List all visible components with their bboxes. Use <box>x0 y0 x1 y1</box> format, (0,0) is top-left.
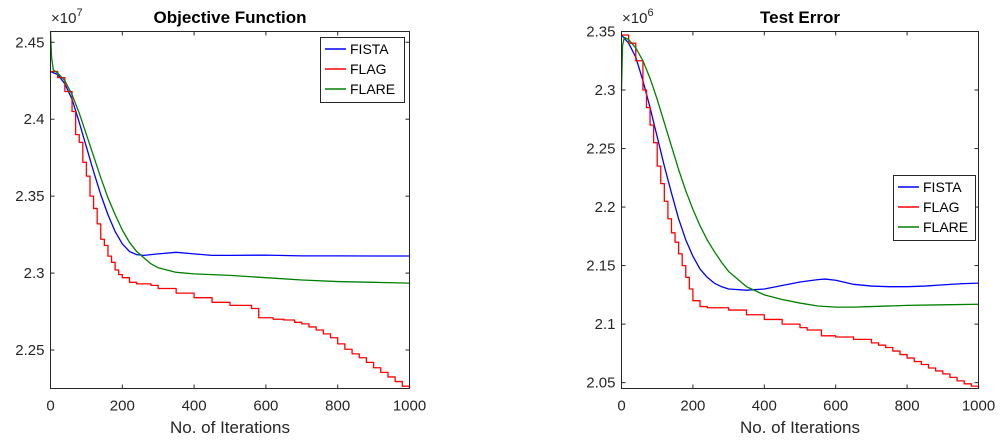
y-exponent-label: ×106 <box>622 7 654 27</box>
legend-label-flare: FLARE <box>350 81 395 97</box>
legend-label-flag: FLAG <box>923 199 960 215</box>
legend-label-fista: FISTA <box>923 179 962 195</box>
x-axis-label: No. of Iterations <box>170 418 290 437</box>
y-tick-label: 2.1 <box>595 316 616 333</box>
y-tick-label: 2.2 <box>595 199 616 216</box>
series-line-flare <box>49 31 410 284</box>
series-line-flag <box>50 70 411 389</box>
y-tick-labels: 2.25 2.3 2.35 2.4 2.45 <box>15 34 44 359</box>
legend-label-flare: FLARE <box>923 219 968 235</box>
series-line-flag <box>621 34 980 389</box>
series-line-fista <box>621 34 979 291</box>
legend-label-flag: FLAG <box>350 61 387 77</box>
tick-marks <box>621 31 979 389</box>
panel-objective-function: Objective Function ×107 2.252.32.352.42.… <box>15 7 426 437</box>
y-tick-label: 2.35 <box>15 188 44 205</box>
x-tick-label: 800 <box>325 398 350 415</box>
y-tick-label: 2.3 <box>595 82 616 99</box>
x-tick-labels: 0 200 400 600 800 1000 <box>617 398 995 415</box>
legend: FISTA FLAG FLARE <box>893 175 976 241</box>
y-tick-label: 2.15 <box>586 258 615 275</box>
axes-box <box>50 31 410 389</box>
legend: FISTA FLAG FLARE <box>320 37 405 103</box>
plot-area <box>49 31 411 389</box>
x-tick-label: 0 <box>617 398 625 415</box>
chart-title: Test Error <box>760 8 840 27</box>
y-tick-label: 2.25 <box>586 141 615 158</box>
y-exponent-label: ×107 <box>51 7 83 27</box>
y-tick-label: 2.4 <box>24 111 45 128</box>
x-tick-label: 400 <box>752 398 777 415</box>
series-line-flare <box>620 36 979 308</box>
tick-marks <box>50 31 410 389</box>
axes-box <box>621 31 979 389</box>
x-tick-label: 400 <box>182 398 207 415</box>
panel-test-error: Test Error ×106 2.05 2.1 2.15 2.2 2.25 2.3 2.3… <box>586 7 995 437</box>
x-axis-label: No. of Iterations <box>740 418 860 437</box>
y-tick-label: 2.05 <box>586 375 615 392</box>
x-tick-label: 0 <box>46 398 54 415</box>
x-tick-label: 1000 <box>962 398 995 415</box>
y-tick-label: 2.45 <box>15 34 44 51</box>
chart-title: Objective Function <box>153 8 306 27</box>
x-tick-label: 600 <box>253 398 278 415</box>
x-tick-label: 200 <box>680 398 705 415</box>
legend-label-fista: FISTA <box>350 41 389 57</box>
plot-area <box>620 34 980 389</box>
x-tick-label: 1000 <box>393 398 426 415</box>
series-line-fista <box>50 70 410 257</box>
y-tick-label: 2.25 <box>15 342 44 359</box>
x-tick-label: 200 <box>110 398 135 415</box>
y-tick-labels: 2.05 2.1 2.15 2.2 2.25 2.3 2.35 <box>586 24 615 392</box>
x-tick-label: 600 <box>823 398 848 415</box>
y-tick-label: 2.35 <box>586 24 615 41</box>
x-tick-labels: 0 200 400 600 800 1000 <box>46 398 426 415</box>
y-tick-label: 2.3 <box>24 265 45 282</box>
x-tick-label: 800 <box>895 398 920 415</box>
